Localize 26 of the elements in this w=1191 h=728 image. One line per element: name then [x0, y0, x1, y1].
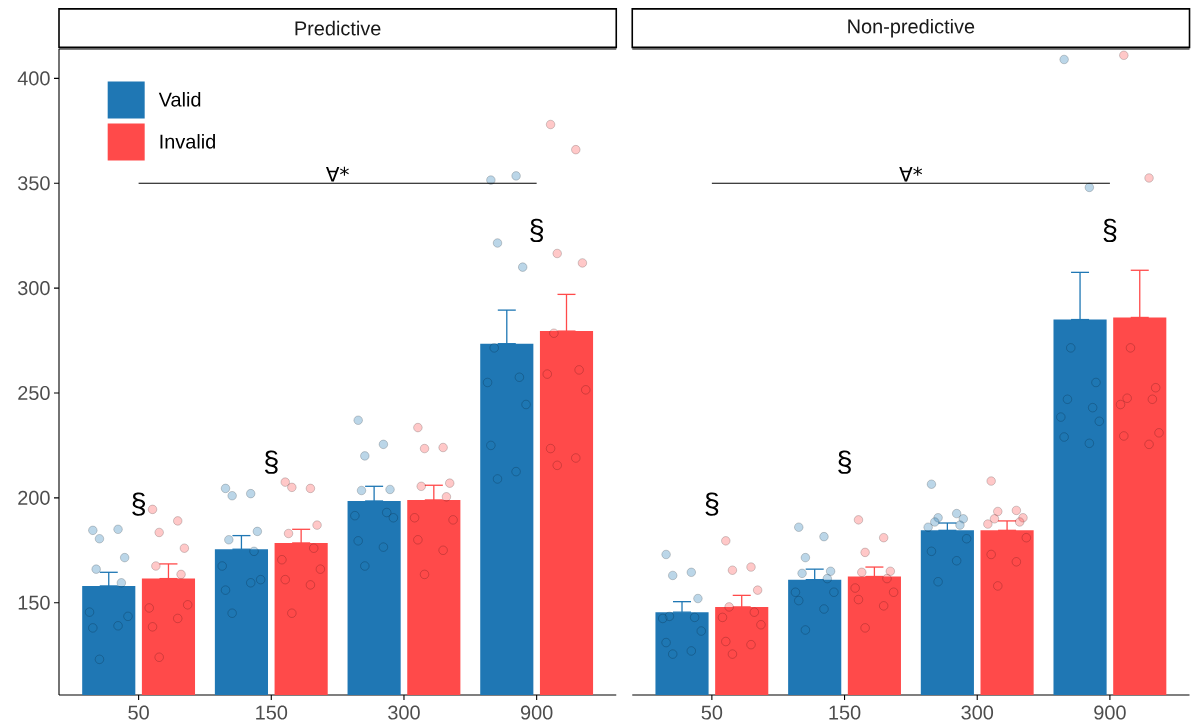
annotation: §	[132, 492, 146, 516]
annotation: §	[1103, 218, 1117, 243]
x-tick-label: 150	[256, 705, 288, 720]
annotation: §	[264, 450, 278, 474]
annotation: §	[530, 218, 544, 243]
x-tick-label: 900	[520, 705, 553, 720]
chart-title: Predictive	[295, 20, 381, 36]
x-tick-label: 50	[701, 705, 723, 720]
y-tick-label: 250	[18, 385, 50, 401]
y-tick-label: 350	[18, 176, 50, 191]
x-tick-label: 50	[128, 705, 149, 720]
annotation: ∀*	[899, 166, 923, 182]
x-tick-label: 900	[1094, 705, 1126, 720]
x-tick-label: 150	[829, 705, 861, 720]
x-tick-label: 300	[961, 705, 994, 720]
legend-label: Invalid	[160, 134, 215, 149]
annotation: §	[838, 450, 851, 474]
legend-label: Valid	[158, 92, 201, 107]
y-tick-label: 150	[18, 595, 50, 610]
annotation: ∀*	[325, 166, 349, 182]
y-tick-label: 200	[18, 490, 50, 505]
x-tick-label: 300	[388, 705, 420, 720]
annotation: §	[705, 492, 719, 516]
y-tick-label: 300	[18, 281, 50, 296]
y-tick-label: 400	[17, 71, 50, 86]
chart-title: Non-predictive	[848, 18, 975, 38]
